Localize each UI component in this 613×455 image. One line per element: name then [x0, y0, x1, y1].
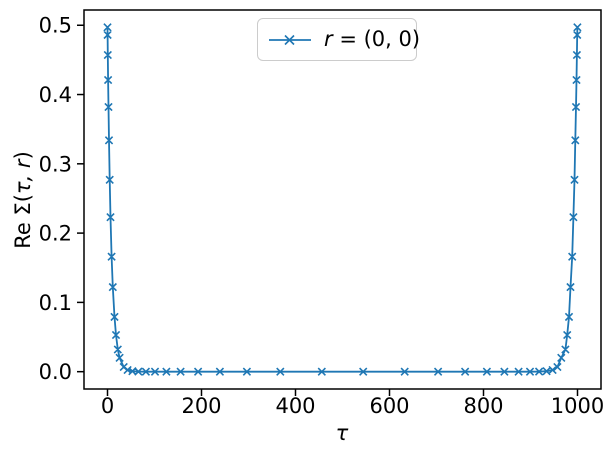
x-axis-label: τ [336, 421, 349, 445]
x-tick-label: 0 [101, 394, 114, 418]
y-axis-label: Re Σ(τ, r) [11, 151, 35, 249]
legend-label: r = (0, 0) [324, 29, 420, 50]
legend: r = (0, 0) [257, 18, 420, 61]
series-markers [103, 23, 582, 376]
y-axis-label-math: τ, r [11, 158, 35, 194]
x-tick-label: 200 [181, 394, 221, 418]
y-tick-label: 0.4 [39, 83, 72, 107]
y-tick-label: 0.2 [39, 222, 72, 246]
chart-generated-layer: 0 200 400 600 800 1000 0.0 0.1 0.2 0.3 0.4 0.5 [39, 9, 604, 418]
x-tick-label: 400 [275, 394, 315, 418]
legend-label-var: r [324, 27, 333, 51]
y-tick-label: 0.1 [39, 291, 72, 315]
y-axis-label-close: ) [11, 151, 35, 159]
y-tick-label: 0.0 [39, 360, 72, 384]
legend-label-rest: = (0, 0) [332, 27, 421, 51]
series-line [106, 26, 579, 373]
y-axis-label-roman: Re Σ( [11, 194, 35, 249]
legend-sample-line [269, 34, 311, 45]
legend-x-marker-icon [284, 34, 295, 45]
x-tick-label: 600 [369, 394, 409, 418]
x-tick-label: 800 [463, 394, 503, 418]
x-tick-label: 1000 [551, 394, 604, 418]
axes-spines [83, 9, 602, 390]
y-tick-label: 0.3 [39, 152, 72, 176]
y-tick-label: 0.5 [39, 14, 72, 38]
